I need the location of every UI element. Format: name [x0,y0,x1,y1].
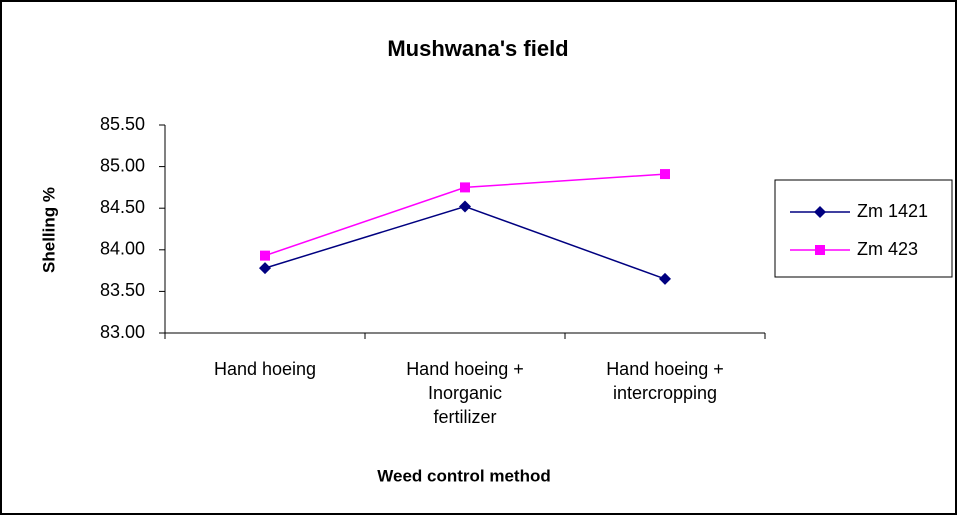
data-point [460,182,470,193]
data-point [259,262,271,275]
legend-box [774,179,953,278]
legend-label: Zm 423 [857,239,918,259]
data-point [659,272,671,285]
y-tick-label: 84.50 [100,197,145,217]
y-tick-label: 84.00 [100,239,145,259]
data-point [459,200,471,213]
x-tick-label: Hand hoeing [213,359,317,379]
y-tick-label: 85.50 [100,114,145,134]
y-axis-label: Shelling % [39,187,58,273]
y-tick-label: 83.00 [100,322,145,342]
x-tick-label: Hand hoeing + Inorganic fertilizer [406,359,524,427]
data-point [660,169,670,180]
legend-marker [815,245,825,255]
y-tick-label: 85.00 [100,155,145,175]
data-point [260,250,270,261]
x-tick-label: Hand hoeing + intercropping [606,359,724,403]
chart-title: Mushwana's field [387,36,568,61]
legend-marker [814,206,826,218]
legend-label: Zm 1421 [857,201,928,221]
x-axis-label: Weed control method [377,466,550,485]
y-tick-label: 83.50 [100,280,145,300]
